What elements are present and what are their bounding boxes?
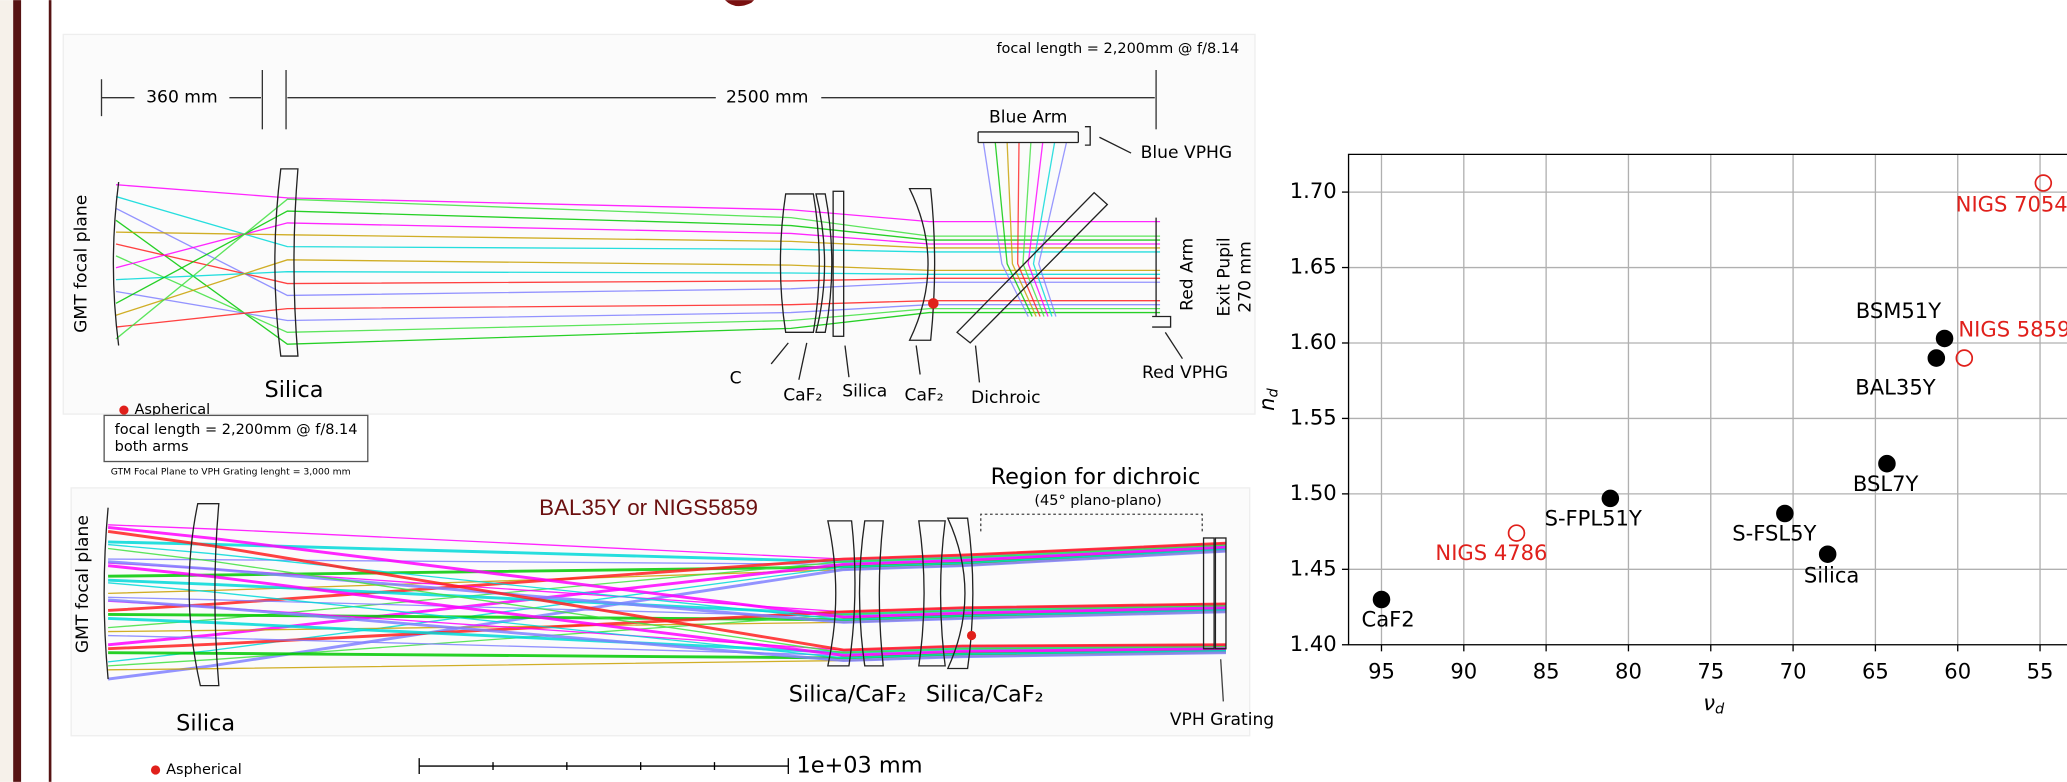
- y-tick-label: 1.45: [1290, 555, 1337, 580]
- axis-label-main: n: [1254, 397, 1279, 410]
- y-tick-label: 1.65: [1290, 254, 1337, 279]
- data-point: [1937, 331, 1953, 347]
- x-tick-label: 90: [1450, 658, 1477, 683]
- component-label: C: [730, 368, 742, 388]
- point-label: CaF2: [1361, 607, 1414, 632]
- y-tick-label: 1.50: [1290, 480, 1337, 505]
- note-text: GTM Focal Plane to VPH Grating lenght = …: [111, 467, 351, 478]
- diagram-shape: [967, 631, 976, 640]
- axis-label: GMT focal plane: [73, 515, 93, 653]
- data-point: [1879, 456, 1895, 472]
- x-tick-label: 60: [1944, 658, 1971, 683]
- axis-label-sub: d: [1715, 701, 1725, 717]
- component-label: Silica: [842, 382, 887, 402]
- x-tick-label: 80: [1615, 658, 1642, 683]
- data-point: [1602, 490, 1618, 506]
- scale-label: 1e+03 mm: [796, 753, 922, 779]
- legend-label: Aspherical: [166, 762, 242, 778]
- grating-label: VPH Grating: [1170, 710, 1274, 730]
- data-point: [1928, 350, 1944, 366]
- diagram-shape: [928, 298, 939, 309]
- diagram-shape: [13, 0, 21, 782]
- point-label: BSM51Y: [1856, 298, 1941, 323]
- region-label: Region for dichroic: [991, 464, 1201, 490]
- point-label: Silica: [1804, 563, 1859, 588]
- focal-note: focal length = 2,200mm @ f/8.14: [996, 41, 1239, 57]
- dimension-label: 360 mm: [146, 88, 218, 108]
- dimension-label: 2500 mm: [726, 88, 808, 108]
- axis-label-sub: d: [1265, 387, 1281, 397]
- x-tick-label: 95: [1368, 658, 1395, 683]
- lens-label: Silica: [176, 710, 235, 736]
- diagram-shape: [49, 0, 52, 782]
- component-label: Dichroic: [971, 388, 1041, 408]
- grating-label: Red VPHG: [1142, 363, 1228, 383]
- pupil-label: Exit Pupil: [1215, 237, 1235, 316]
- point-label: S-FPL51Y: [1545, 505, 1642, 530]
- x-tick-label: 70: [1780, 658, 1807, 683]
- x-tick-label: 75: [1697, 658, 1724, 683]
- component-label: CaF₂: [783, 386, 822, 406]
- diagram-shape: [0, 0, 13, 782]
- top-diagram: focal length = 2,200mm @ f/8.14 360 mm 2…: [63, 34, 1255, 477]
- x-tick-label: 65: [1862, 658, 1889, 683]
- arm-label: Red Arm: [1178, 238, 1198, 311]
- axis-label-main: ν: [1703, 690, 1715, 715]
- diagram-shape: [63, 34, 1255, 414]
- region-note: (45° plano-plano): [1034, 493, 1161, 509]
- y-tick-label: 1.70: [1290, 178, 1337, 203]
- y-tick-label: 1.60: [1290, 329, 1337, 354]
- arm-label: Blue Arm: [989, 107, 1067, 127]
- data-point: [1374, 592, 1390, 608]
- diagram-shape: [119, 406, 128, 415]
- point-label: BSL7Y: [1853, 471, 1919, 496]
- axis-label: GMT focal plane: [72, 195, 92, 333]
- note-text: focal length = 2,200mm @ f/8.14: [115, 422, 358, 438]
- x-tick-label: 85: [1533, 658, 1560, 683]
- component-label: Silica/CaF₂: [789, 681, 907, 707]
- note-text: both arms: [115, 439, 189, 455]
- component-label: CaF₂: [905, 386, 944, 406]
- glass-note: BAL35Y or NIGS5859: [539, 495, 758, 520]
- data-point: [1777, 506, 1793, 522]
- pupil-label: 270 mm: [1236, 241, 1256, 313]
- x-tick-label: 55: [2027, 658, 2054, 683]
- y-tick-label: 1.40: [1290, 631, 1337, 656]
- y-tick-label: 1.55: [1290, 404, 1337, 429]
- page: { "top_diagram": { "focal_note": "focal …: [0, 0, 2067, 782]
- point-label: NIGS 7054: [1956, 191, 2067, 216]
- diagram-shape: [151, 765, 160, 774]
- bottom-diagram: BAL35Y or NIGS5859 Region for dichroic (…: [71, 464, 1274, 779]
- point-label: NIGS 5859: [1958, 316, 2067, 341]
- lens-label: Silica: [264, 377, 323, 403]
- data-point: [1820, 546, 1836, 562]
- component-label: Silica/CaF₂: [926, 681, 1044, 707]
- point-label: BAL35Y: [1855, 374, 1935, 399]
- point-label: NIGS 4786: [1435, 540, 1547, 565]
- point-label: S-FSL5Y: [1732, 521, 1816, 546]
- grating-label: Blue VPHG: [1141, 143, 1233, 163]
- slide: focal length = 2,200mm @ f/8.14 360 mm 2…: [0, 0, 2067, 782]
